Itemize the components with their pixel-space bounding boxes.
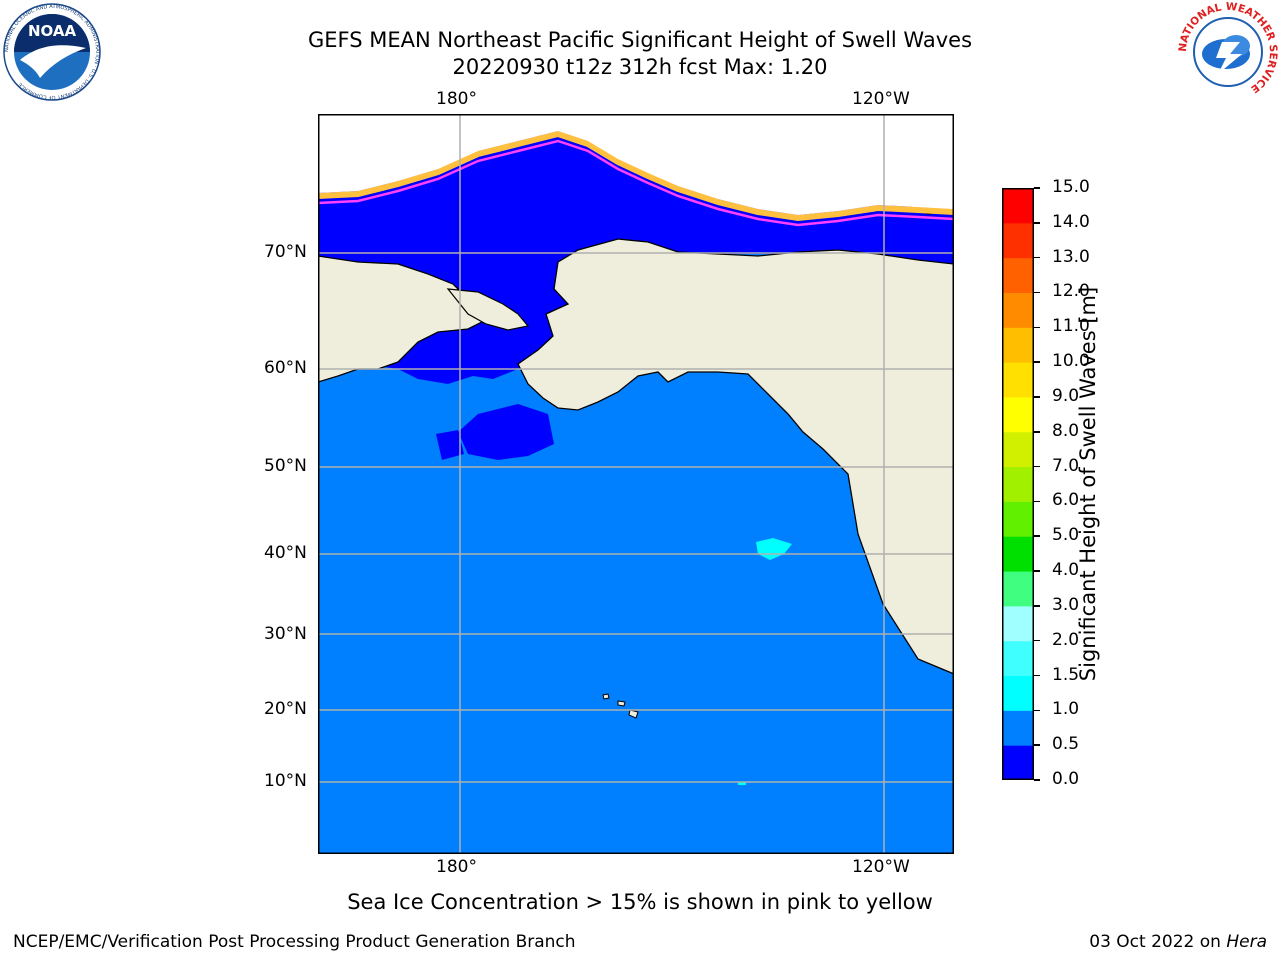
colorbar-tick (1034, 744, 1040, 746)
lat-label-60n: 60°N (264, 358, 307, 378)
lat-label-50n: 50°N (264, 456, 307, 476)
colorbar-tick-label: 0.5 (1052, 734, 1080, 755)
noaa-logo: NOAA NATIONAL OCEANIC AND ATMOSPHERIC AD… (2, 2, 102, 102)
colorbar-swatch (1002, 466, 1034, 502)
colorbar-swatch (1002, 675, 1034, 711)
chart-subtitle: 20220930 t12z 312h fcst Max: 1.20 (452, 55, 828, 79)
colorbar-swatch (1002, 710, 1034, 746)
colorbar-tick (1034, 256, 1040, 259)
lon-label-bottom-180: 180° (436, 857, 477, 877)
ocean-low-swell-patch-2 (436, 430, 464, 460)
colorbar-tick-label: 10.0 (1052, 351, 1090, 372)
colorbar-tick-label: 6.0 (1052, 490, 1080, 511)
lat-label-70n: 70°N (264, 242, 307, 262)
colorbar-tick-label: 7.0 (1052, 455, 1080, 476)
colorbar-swatch (1002, 501, 1034, 537)
colorbar-tick (1034, 570, 1040, 572)
colorbar-tick-label: 3.0 (1052, 594, 1080, 615)
sea-ice-band (318, 130, 954, 222)
colorbar-swatch (1002, 431, 1034, 468)
lat-label-20n: 20°N (264, 699, 307, 719)
footer-credit: NCEP/EMC/Verification Post Processing Pr… (13, 932, 576, 952)
graticule (318, 114, 954, 854)
colorbar-tick (1034, 291, 1040, 294)
colorbar-frame (1002, 188, 1034, 780)
colorbar-title: Significant Height of Swell Waves [m] (1076, 286, 1100, 682)
alaska-canada-land (517, 238, 954, 675)
colorbar-tick (1034, 326, 1040, 329)
colorbar-tick-label: 1.0 (1052, 699, 1080, 720)
lon-label-top-120w: 120°W (852, 89, 910, 109)
colorbar-tick (1034, 639, 1040, 642)
colorbar (1002, 188, 1034, 780)
colorbar-tick-label: 1.5 (1052, 664, 1080, 685)
siberia-land (318, 255, 490, 383)
colorbar-swatch (1002, 292, 1034, 328)
sea-ice-edge (318, 139, 954, 227)
colorbar-tick (1034, 779, 1040, 781)
colorbar-tick-label: 14.0 (1052, 211, 1090, 232)
lon-label-top-180: 180° (436, 89, 477, 109)
colorbar-tick-label: 13.0 (1052, 246, 1090, 267)
colorbar-tick (1034, 605, 1040, 607)
colorbar-tick (1034, 465, 1040, 468)
sea-ice-cover (318, 114, 954, 215)
colorbar-swatch (1002, 188, 1034, 224)
sea-ice-note: Sea Ice Concentration > 15% is shown in … (347, 890, 933, 914)
colorbar-tick-label: 15.0 (1052, 177, 1090, 197)
colorbar-tick (1034, 535, 1040, 537)
colorbar-tick (1034, 187, 1040, 189)
colorbar-tick-label: 4.0 (1052, 560, 1080, 581)
colorbar-tick (1034, 674, 1040, 677)
colorbar-tick-label: 8.0 (1052, 420, 1080, 441)
map-panel (318, 114, 954, 854)
colorbar-tick (1034, 709, 1040, 712)
svg-text:NOAA: NOAA (28, 22, 77, 40)
lat-label-30n: 30°N (264, 624, 307, 644)
colorbar-swatch (1002, 222, 1034, 259)
ocean-low-swell-patch (458, 404, 554, 460)
colorbar-tick-label: 12.0 (1052, 281, 1090, 302)
lat-label-10n: 10°N (264, 771, 307, 791)
colorbar-swatch (1002, 536, 1034, 572)
colorbar-tick-label: 9.0 (1052, 385, 1080, 406)
colorbar-tick (1034, 431, 1040, 433)
sea-ice-cover-west (318, 114, 378, 184)
chart-title: GEFS MEAN Northeast Pacific Significant … (307, 28, 973, 52)
colorbar-tick (1034, 222, 1040, 224)
chukotka-land (446, 288, 530, 331)
footer-date: 03 Oct 2022 on Hera (1089, 932, 1267, 952)
colorbar-tick (1034, 361, 1040, 363)
colorbar-swatch (1002, 396, 1034, 433)
map-frame (318, 114, 954, 854)
colorbar-swatch (1002, 257, 1034, 293)
lat-label-40n: 40°N (264, 543, 307, 563)
colorbar-swatch (1002, 362, 1034, 398)
footer-date-text: 03 Oct 2022 on (1089, 932, 1227, 952)
colorbar-tick-label: 0.0 (1052, 769, 1080, 789)
colorbar-swatch (1002, 745, 1034, 780)
colorbar-tick-label: 5.0 (1052, 525, 1080, 546)
colorbar-tick-label: 2.0 (1052, 629, 1080, 650)
high-swell-dot (738, 782, 746, 785)
footer-host: Hera (1226, 932, 1267, 952)
colorbar-swatch (1002, 640, 1034, 677)
colorbar-swatch (1002, 571, 1034, 607)
colorbar-tick (1034, 396, 1040, 398)
lon-label-bottom-120w: 120°W (852, 857, 910, 877)
colorbar-tick (1034, 500, 1040, 503)
nws-logo: NATIONAL WEATHER SERVICE (1177, 1, 1279, 102)
hawaii-islands (602, 693, 639, 719)
colorbar-swatch (1002, 605, 1034, 642)
colorbar-tick-label: 11.0 (1052, 316, 1090, 337)
colorbar-swatch (1002, 327, 1034, 363)
